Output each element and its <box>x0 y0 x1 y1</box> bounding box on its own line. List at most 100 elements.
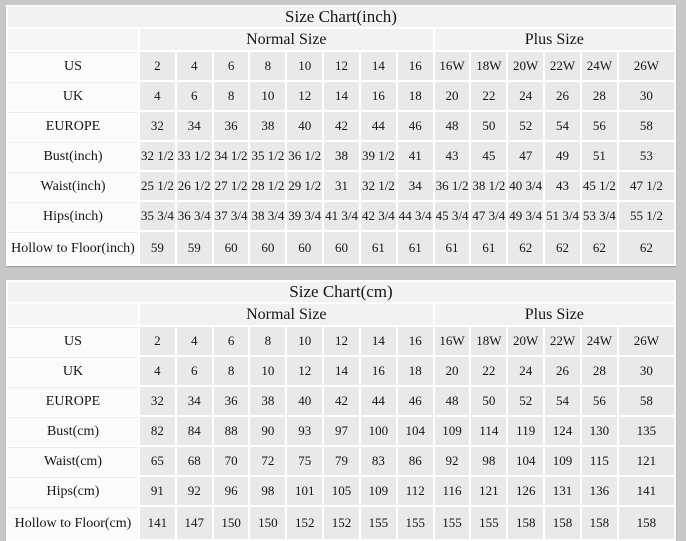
size-cell: 14 <box>324 82 359 110</box>
size-cell: 60 <box>324 232 359 264</box>
size-cell: 53 <box>618 142 674 170</box>
size-cell: 47 3/4 <box>471 202 507 230</box>
size-cell: 26W <box>618 327 674 355</box>
size-cell: 70 <box>213 447 249 475</box>
size-cell: 34 <box>176 112 212 140</box>
size-cell: 30 <box>618 357 674 385</box>
size-cell: 68 <box>176 447 212 475</box>
size-cell: 30 <box>618 82 674 110</box>
size-cell: 130 <box>581 417 617 445</box>
size-cell: 92 <box>176 477 212 505</box>
table-row: Hollow to Floor(inch) 59 59 60 60 60 60 61 61 61 6… <box>8 232 674 264</box>
size-cell: 36 3/4 <box>176 202 212 230</box>
size-cell: 158 <box>618 507 674 539</box>
size-cell: 42 <box>324 112 359 140</box>
size-cell: 12 <box>324 52 359 80</box>
size-cell: 83 <box>360 447 396 475</box>
size-cell: 12 <box>324 327 359 355</box>
size-cell: 38 <box>324 142 359 170</box>
size-cell: 28 1/2 <box>250 172 286 200</box>
size-cell: 16W <box>434 327 470 355</box>
row-label: Waist(inch) <box>8 172 138 200</box>
size-cell: 44 <box>360 112 396 140</box>
size-cell: 6 <box>176 82 212 110</box>
size-cell: 53 3/4 <box>581 202 617 230</box>
size-cell: 39 1/2 <box>360 142 396 170</box>
size-cell: 16 <box>360 82 396 110</box>
table-row: Bust(inch) 32 1/2 33 1/2 34 1/2 35 1/2 36 1/2… <box>8 142 674 170</box>
size-cell: 28 <box>581 82 617 110</box>
size-cell: 16 <box>360 357 396 385</box>
plus-size-header: Plus Size <box>434 304 674 325</box>
normal-size-header: Normal Size <box>140 304 433 325</box>
size-cell: 141 <box>618 477 674 505</box>
corner-cell <box>8 29 138 50</box>
size-cell: 100 <box>360 417 396 445</box>
size-cell: 28 <box>581 357 617 385</box>
normal-size-header: Normal Size <box>140 29 433 50</box>
size-cell: 12 <box>287 357 323 385</box>
table-row: Waist(inch) 25 1/2 26 1/2 27 1/2 28 1/2 29 1/… <box>8 172 674 200</box>
size-chart-page: Size Chart(inch) Normal Size Plus Size US 2 4… <box>6 5 676 541</box>
size-cell: 116 <box>434 477 470 505</box>
size-cell: 61 <box>434 232 470 264</box>
size-cell: 97 <box>324 417 359 445</box>
size-cell: 147 <box>176 507 212 539</box>
size-cell: 158 <box>581 507 617 539</box>
table-row: Hips(inch) 35 3/4 36 3/4 37 3/4 38 3/4 39 3/4… <box>8 202 674 230</box>
size-cell: 18 <box>397 82 433 110</box>
size-cell: 4 <box>140 82 175 110</box>
size-cell: 36 1/2 <box>434 172 470 200</box>
table-row: UK 4 6 8 10 12 14 16 18 20 22 24 26 28 30 <box>8 357 674 385</box>
size-cell: 18 <box>397 357 433 385</box>
size-cell: 155 <box>360 507 396 539</box>
size-cell: 60 <box>250 232 286 264</box>
size-cell: 32 <box>140 112 175 140</box>
size-cell: 41 <box>397 142 433 170</box>
size-cell: 155 <box>471 507 507 539</box>
size-cell: 16W <box>434 52 470 80</box>
size-cell: 52 <box>508 112 544 140</box>
size-cell: 56 <box>581 387 617 415</box>
size-cell: 4 <box>140 357 175 385</box>
size-cell: 20 <box>434 357 470 385</box>
size-cell: 14 <box>360 327 396 355</box>
size-cell: 8 <box>250 52 286 80</box>
size-cell: 20W <box>508 52 544 80</box>
size-cell: 47 1/2 <box>618 172 674 200</box>
size-cell: 54 <box>545 387 580 415</box>
size-cell: 59 <box>176 232 212 264</box>
size-cell: 150 <box>213 507 249 539</box>
size-cell: 35 1/2 <box>250 142 286 170</box>
size-cell: 4 <box>176 52 212 80</box>
size-cell: 84 <box>176 417 212 445</box>
size-cell: 45 3/4 <box>434 202 470 230</box>
size-cell: 42 <box>324 387 359 415</box>
size-cell: 10 <box>250 82 286 110</box>
size-cell: 62 <box>508 232 544 264</box>
size-cell: 121 <box>471 477 507 505</box>
corner-cell <box>8 304 138 325</box>
size-cell: 26W <box>618 52 674 80</box>
size-cell: 49 3/4 <box>508 202 544 230</box>
size-cell: 22W <box>545 52 580 80</box>
size-cell: 22W <box>545 327 580 355</box>
row-label: UK <box>8 82 138 110</box>
size-cell: 22 <box>471 82 507 110</box>
table-row: US 2 4 6 8 10 12 14 16 16W 18W 20W 22W 24W 26W <box>8 52 674 80</box>
size-cell: 48 <box>434 112 470 140</box>
size-cell: 18W <box>471 52 507 80</box>
table-row: Hips(cm) 91 92 96 98 101 105 109 112 116 121 126 131… <box>8 477 674 505</box>
size-cell: 24W <box>581 52 617 80</box>
size-cell: 155 <box>397 507 433 539</box>
size-cell: 158 <box>508 507 544 539</box>
size-cell: 152 <box>324 507 359 539</box>
size-chart-cm-section: Size Chart(cm) Normal Size Plus Size US 2 4 6 8… <box>6 280 676 541</box>
size-cell: 38 3/4 <box>250 202 286 230</box>
size-cell: 98 <box>471 447 507 475</box>
size-cell: 20 <box>434 82 470 110</box>
table-row: Hollow to Floor(cm) 141 147 150 150 152 152 155… <box>8 507 674 539</box>
size-cell: 45 1/2 <box>581 172 617 200</box>
table-row: US 2 4 6 8 10 12 14 16 16W 18W 20W 22W 24W 26W <box>8 327 674 355</box>
size-cell: 114 <box>471 417 507 445</box>
